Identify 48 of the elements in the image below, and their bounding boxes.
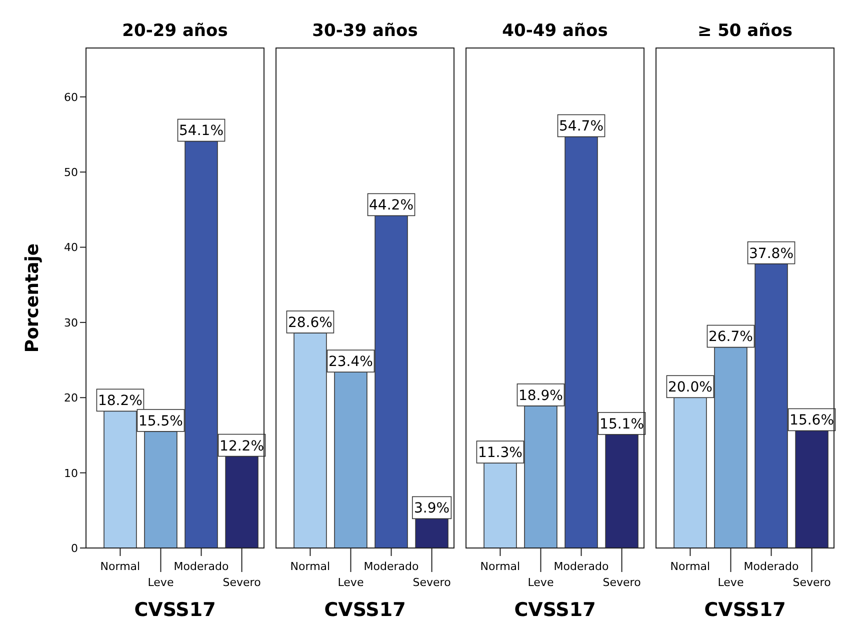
data-label: 11.3% [478,445,522,462]
y-tick-label: 30 [64,316,78,330]
x-tick-label: Leve [338,576,364,589]
data-label: 54.7% [559,118,604,135]
x-axis-title: CVSS17 [324,599,406,621]
x-axis-title: CVSS17 [704,599,786,621]
x-tick-label: Severo [602,576,642,589]
data-label: 26.7% [708,329,753,346]
data-label: 15.5% [138,413,183,430]
y-tick-label: 10 [64,466,78,480]
data-label: 3.9% [414,500,450,517]
x-tick-label: Severo [412,576,452,589]
x-tick-label: Normal [100,560,140,573]
y-tick-label: 50 [64,166,78,180]
y-tick-label: 40 [64,241,78,254]
x-tick-label: Normal [480,560,520,573]
x-tick-label: Moderado [174,560,230,573]
data-label: 44.2% [369,198,414,214]
chart-title: 40-49 años [502,21,608,41]
x-tick-label: Normal [670,560,710,573]
y-tick-label: 20 [64,392,78,405]
x-tick-label: Leve [148,576,174,589]
data-label: 18.9% [518,388,563,404]
x-tick-label: Severo [792,576,832,589]
data-label: 18.2% [98,393,142,410]
x-axis-title: CVSS17 [134,599,216,621]
data-label: 28.6% [288,314,332,331]
chart-title: ≥ 50 años [697,21,793,41]
x-tick-label: Leve [528,576,554,589]
data-label: 54.1% [179,123,224,140]
x-tick-label: Moderado [364,560,420,573]
data-label: 23.4% [328,354,373,370]
x-tick-label: Severo [222,576,262,589]
data-label: 37.8% [749,246,794,262]
x-axis-title: CVSS17 [514,599,596,621]
x-tick-label: Leve [718,576,744,589]
x-tick-label: Moderado [554,560,610,573]
x-tick-label: Moderado [744,560,800,573]
data-label: 15.6% [790,412,834,429]
data-label: 20.0% [668,380,712,396]
y-axis-title: Porcentaje [22,243,43,353]
data-label: 12.2% [220,438,264,454]
chart-title: 30-39 años [312,21,418,41]
x-tick-label: Normal [290,560,330,573]
y-tick-label: 60 [64,90,78,104]
data-label: 15.1% [600,416,644,432]
chart-title: 20-29 años [122,21,228,41]
y-tick-label: 0 [71,542,78,555]
